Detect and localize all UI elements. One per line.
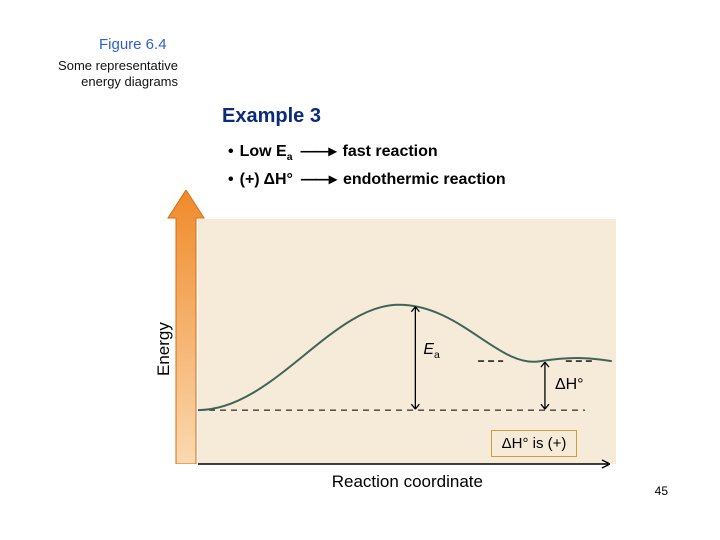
page-number: 45 [655,484,668,498]
bullet-2: • (+) ΔH° ——▸ endothermic reaction [228,168,506,192]
bullet-1-left: Low Ea [240,140,293,166]
bullet-dot: • [228,140,234,164]
arrow-icon: ——▸ [301,168,335,192]
figure-caption-l2: energy diagrams [40,74,178,90]
delta-h-label: ΔH° [555,376,584,394]
bullet-2-left: (+) ΔH° [240,168,293,192]
ea-label: Ea [423,341,439,361]
delta-h-sign-box: ΔH° is (+) [491,430,578,457]
figure-caption-l1: Some representative [40,58,178,74]
bullet-1: • Low Ea ——▸ fast reaction [228,140,506,166]
figure-number: Figure 6.4 [99,36,167,53]
bullet-1-right: fast reaction [343,140,438,164]
y-axis-label: Energy [154,322,174,376]
bullet-dot: • [228,168,234,192]
figure-caption: Some representative energy diagrams [40,58,178,91]
arrow-icon: ——▸ [301,140,335,164]
x-axis-label: Reaction coordinate [332,472,483,492]
example-title: Example 3 [222,105,321,128]
bullet-2-right: endothermic reaction [343,168,506,192]
bullet-list: • Low Ea ——▸ fast reaction • (+) ΔH° ——▸… [228,140,506,194]
